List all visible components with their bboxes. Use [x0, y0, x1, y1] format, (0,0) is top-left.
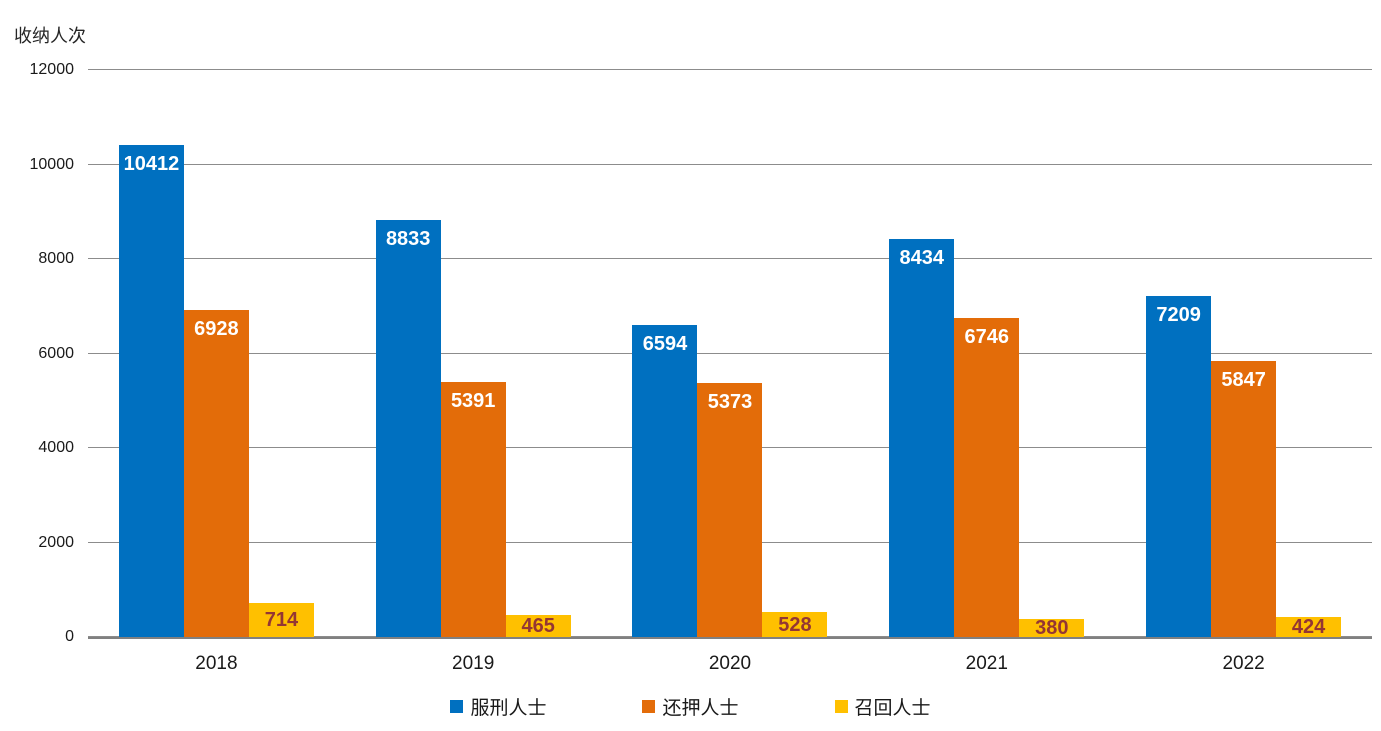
bar-value-label: 10412 — [123, 153, 180, 176]
bar-value-label: 424 — [1291, 615, 1326, 638]
y-axis-title: 收纳人次 — [14, 26, 86, 46]
legend-item-召回人士: 召回人士 — [834, 693, 931, 720]
bar-还押人士-2022: 5847 — [1211, 360, 1277, 637]
gridline — [88, 352, 1372, 354]
x-axis-label-2019: 2019 — [452, 653, 495, 674]
legend-label: 召回人士 — [854, 698, 931, 719]
y-tick-label: 10000 — [29, 155, 75, 173]
legend-swatch-icon — [450, 700, 464, 713]
bar-value-label: 528 — [778, 613, 812, 636]
bar-value-label: 380 — [1035, 617, 1069, 640]
bar-召回人士-2020: 528 — [762, 612, 828, 637]
legend-item-服刑人士: 服刑人士 — [450, 693, 546, 720]
y-tick-label: 12000 — [29, 61, 75, 78]
bar-还押人士-2021: 6746 — [954, 318, 1020, 637]
bar-服刑人士-2022: 7209 — [1146, 296, 1212, 637]
bar-value-label: 6928 — [194, 317, 239, 340]
bar-value-label: 5847 — [1221, 368, 1266, 391]
plot-area: 0 2000 4000 6000 8000 10000 12000 10412 6928 714… — [30, 61, 1372, 645]
bar-value-label: 8833 — [385, 227, 431, 250]
bar-group-2019: 8833 5391 465 — [345, 70, 602, 637]
bar-group-2021: 8434 6746 380 — [858, 70, 1115, 639]
bar-服刑人士-2021: 8434 — [889, 238, 955, 637]
bar-召回人士-2019: 465 — [505, 615, 571, 637]
x-axis-labels: 2018 2019 2020 2021 2022 — [88, 653, 1372, 675]
bar-服刑人士-2020: 6594 — [632, 325, 698, 637]
bar-还押人士-2018: 6928 — [183, 309, 249, 637]
x-axis-line — [88, 637, 1372, 639]
gridline — [88, 69, 1372, 70]
bar-group-2018: 10412 6928 714 — [88, 70, 345, 637]
bar-value-label: 8434 — [899, 246, 945, 269]
bar-value-label: 7209 — [1156, 304, 1201, 327]
bar-召回人士-2022: 424 — [1276, 616, 1342, 638]
bar-groups: 10412 6928 714 8833 5391 465 6594 5373 528 8434 67… — [88, 70, 1372, 639]
gridline — [88, 258, 1372, 259]
bar-group-2020: 6594 5373 528 — [602, 70, 859, 637]
y-tick-label: 2000 — [38, 533, 74, 551]
legend: 服刑人士 还押人士 召回人士 — [0, 693, 1381, 720]
x-axis-label-2018: 2018 — [195, 653, 238, 674]
x-axis-label-2021: 2021 — [965, 653, 1008, 674]
bar-value-label: 5391 — [450, 390, 496, 413]
legend-item-还押人士: 还押人士 — [642, 693, 739, 720]
bar-还押人士-2020: 5373 — [697, 383, 763, 637]
x-axis-label-2022: 2022 — [1222, 653, 1265, 674]
bar-group-2022: 7209 5847 424 — [1115, 70, 1372, 638]
bar-value-label: 6594 — [642, 333, 688, 356]
bar-还押人士-2019: 5391 — [440, 382, 506, 637]
bar-value-label: 6746 — [964, 326, 1010, 349]
bar-value-label: 714 — [264, 609, 299, 632]
y-tick-label: 4000 — [38, 439, 74, 456]
bar-服刑人士-2018: 10412 — [118, 145, 184, 637]
legend-swatch-icon — [642, 700, 656, 713]
y-tick-label: 0 — [65, 628, 74, 645]
bar-服刑人士-2019: 8833 — [375, 219, 441, 637]
bar-value-label: 5373 — [707, 391, 753, 414]
y-tick-label: 8000 — [38, 250, 74, 267]
bar-召回人士-2018: 714 — [248, 603, 314, 637]
legend-label: 还押人士 — [662, 698, 739, 719]
bar-召回人士-2021: 380 — [1019, 617, 1085, 639]
y-tick-label: 6000 — [38, 344, 74, 362]
bar-value-label: 465 — [521, 615, 555, 638]
x-axis-label-2020: 2020 — [708, 653, 752, 674]
legend-swatch-icon — [834, 700, 848, 713]
gridline — [88, 163, 1372, 165]
legend-label: 服刑人士 — [470, 698, 547, 719]
